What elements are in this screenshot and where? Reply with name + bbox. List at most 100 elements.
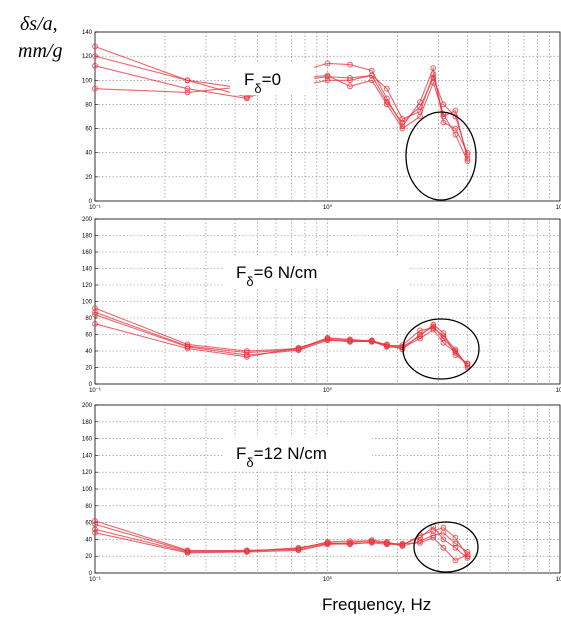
y-tick-label: 100 (82, 300, 93, 306)
data-point (452, 534, 459, 541)
data-point (324, 77, 331, 84)
data-point (92, 62, 98, 69)
panel-title: Fδ=12 N/cm (236, 444, 327, 470)
chart-panel-3: 0 20 40 60 80 100 120 140 160 180 200 10⁻¹ 10⁰ 10¹ Fδ=… (82, 403, 561, 583)
panel-title-rest: =6 N/cm (254, 263, 318, 282)
data-point (92, 305, 98, 312)
y-tick-label: 180 (82, 420, 93, 426)
panel-title-rest: =0 (262, 70, 281, 89)
y-tick-label: 200 (82, 403, 93, 409)
y-tick-label: 0 (89, 571, 93, 577)
data-point (295, 547, 302, 554)
data-point (430, 534, 437, 541)
data-point (92, 311, 98, 318)
x-axis-label: Frequency, Hz (322, 595, 431, 614)
data-point (452, 107, 459, 114)
data-point (440, 536, 447, 543)
y-tick-label: 160 (82, 250, 93, 256)
panel-title-bg (222, 437, 372, 469)
y-tick-label: 60 (85, 333, 92, 339)
y-tick-label: 100 (82, 487, 93, 493)
data-point (464, 158, 471, 165)
y-tick-label: 160 (82, 437, 93, 443)
data-point (295, 344, 302, 351)
data-point (440, 101, 447, 108)
data-point (347, 61, 353, 68)
data-point (368, 338, 375, 345)
x-tick-label: 10⁰ (323, 204, 333, 211)
y-tick-label: 140 (82, 30, 93, 36)
data-point (452, 346, 459, 353)
y-tick-label: 20 (85, 175, 92, 181)
data-point (92, 309, 98, 316)
y-axis-label-line1: δs/a, (20, 13, 58, 35)
data-point (440, 339, 447, 346)
data-point (417, 103, 423, 110)
data-point (430, 326, 437, 333)
data-point (399, 540, 406, 547)
data-point (399, 125, 406, 132)
panel-title-bg (230, 63, 314, 95)
y-tick-label: 180 (82, 234, 93, 240)
data-point (417, 539, 423, 546)
x-tick-label: 10¹ (556, 205, 561, 211)
data-point (324, 336, 331, 343)
panel-title-sub: δ (254, 81, 261, 96)
data-point (347, 77, 353, 84)
data-point (368, 72, 375, 79)
data-point (452, 349, 459, 356)
data-point (92, 43, 98, 50)
x-tick-label: 10¹ (556, 388, 561, 394)
data-point (384, 99, 390, 105)
data-point (440, 529, 447, 536)
data-point (417, 538, 423, 544)
y-tick-label: 80 (85, 316, 92, 322)
x-tick-label: 10⁰ (323, 576, 333, 583)
data-point (347, 540, 353, 547)
data-point (324, 60, 331, 67)
data-point (464, 551, 471, 558)
data-point (430, 65, 437, 72)
resonance-ellipse (402, 318, 480, 380)
data-point (452, 544, 459, 551)
x-tick-label: 10⁻¹ (89, 388, 101, 394)
data-point (440, 544, 447, 551)
data-point (430, 75, 437, 81)
data-point (384, 85, 390, 92)
data-point (368, 539, 375, 546)
data-point (92, 320, 98, 327)
y-tick-label: 120 (82, 470, 93, 476)
data-point (464, 152, 471, 159)
y-tick-label: 40 (85, 349, 92, 355)
data-point (347, 83, 353, 90)
data-point (464, 555, 471, 561)
data-point (452, 540, 459, 547)
data-point (399, 119, 406, 126)
series-4 (92, 320, 471, 368)
data-point (184, 77, 191, 84)
y-tick-label: 100 (82, 78, 93, 84)
panel-title: Fδ=6 N/cm (236, 263, 317, 289)
data-point (417, 113, 423, 120)
y-tick-label: 20 (85, 554, 92, 560)
y-tick-label: 120 (82, 283, 93, 289)
data-point (184, 89, 191, 96)
y-tick-label: 0 (89, 199, 93, 205)
data-point (452, 125, 459, 132)
data-point (430, 528, 437, 534)
data-point (92, 85, 98, 92)
data-point (464, 549, 471, 555)
panel-title-sub: δ (246, 274, 253, 289)
x-tick-label: 10⁰ (323, 387, 333, 394)
panel-title-base: F (236, 444, 246, 463)
y-tick-label: 60 (85, 127, 92, 133)
y-tick-label: 200 (82, 217, 93, 223)
y-tick-label: 20 (85, 366, 92, 372)
panel-title-base: F (244, 70, 254, 89)
data-point (384, 541, 390, 548)
chart-panels: 02040608010012014010⁻¹10⁰10¹Fδ=002040608… (82, 30, 561, 583)
y-tick-label: 120 (82, 54, 93, 60)
resonance-ellipse (413, 521, 479, 573)
panel-title-sub: δ (246, 455, 253, 470)
